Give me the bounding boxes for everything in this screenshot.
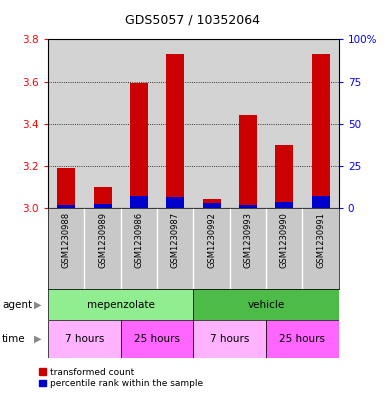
Bar [166, 196, 184, 208]
Bar [203, 199, 221, 208]
Text: mepenzolate: mepenzolate [87, 299, 155, 310]
Bar [166, 54, 184, 208]
Bar [48, 320, 121, 358]
Bar [121, 320, 194, 358]
Bar [275, 145, 293, 208]
Bar [94, 187, 112, 208]
Bar [57, 205, 75, 208]
Text: GSM1230992: GSM1230992 [207, 212, 216, 268]
Bar [48, 289, 194, 320]
Text: GSM1230991: GSM1230991 [316, 212, 325, 268]
Bar [275, 202, 293, 208]
Text: agent: agent [2, 299, 32, 310]
Bar [311, 196, 330, 208]
Text: GDS5057 / 10352064: GDS5057 / 10352064 [125, 14, 260, 27]
Bar [130, 83, 148, 208]
Text: GSM1230989: GSM1230989 [98, 212, 107, 268]
Text: 25 hours: 25 hours [134, 334, 180, 344]
Text: GSM1230987: GSM1230987 [171, 212, 180, 268]
Bar [311, 54, 330, 208]
Text: ▶: ▶ [34, 299, 42, 310]
Bar [57, 168, 75, 208]
Bar [94, 204, 112, 208]
Text: GSM1230990: GSM1230990 [280, 212, 289, 268]
Text: time: time [2, 334, 25, 344]
Bar [203, 203, 221, 208]
Text: 25 hours: 25 hours [280, 334, 325, 344]
Bar [194, 289, 339, 320]
Bar [239, 205, 257, 208]
Legend: transformed count, percentile rank within the sample: transformed count, percentile rank withi… [39, 368, 203, 389]
Bar [130, 196, 148, 208]
Bar [239, 116, 257, 208]
Text: 7 hours: 7 hours [65, 334, 104, 344]
Bar [266, 320, 339, 358]
Bar [194, 320, 266, 358]
Text: vehicle: vehicle [248, 299, 285, 310]
Text: GSM1230993: GSM1230993 [243, 212, 253, 268]
Text: GSM1230988: GSM1230988 [62, 212, 71, 268]
Text: 7 hours: 7 hours [210, 334, 249, 344]
Text: GSM1230986: GSM1230986 [134, 212, 144, 268]
Text: ▶: ▶ [34, 334, 42, 344]
